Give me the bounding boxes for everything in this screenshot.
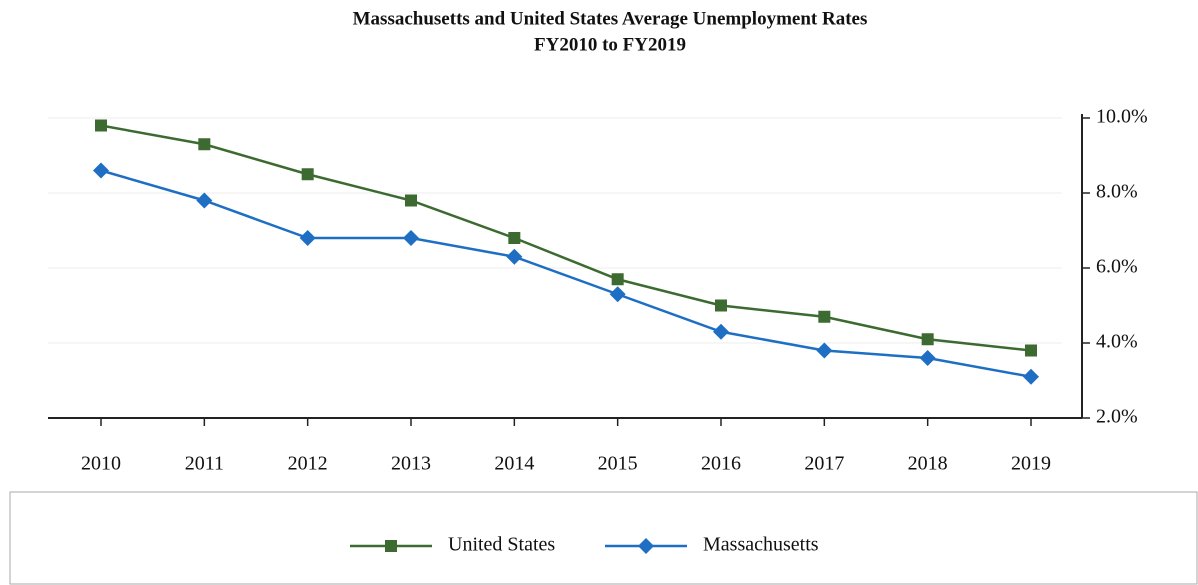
chart-title: Massachusetts and United States Average … xyxy=(353,8,868,29)
y-tick-label: 6.0% xyxy=(1096,256,1138,278)
y-tick-label: 4.0% xyxy=(1096,331,1138,353)
marker xyxy=(301,168,314,181)
x-tick-label: 2015 xyxy=(598,453,638,475)
marker xyxy=(403,230,419,246)
x-tick-label: 2012 xyxy=(288,453,328,475)
x-tick-label: 2018 xyxy=(908,453,948,475)
marker xyxy=(508,232,521,244)
marker xyxy=(816,342,833,359)
marker xyxy=(921,333,934,346)
marker xyxy=(715,299,727,312)
legend-box xyxy=(9,491,1198,585)
series-line xyxy=(100,124,1032,352)
legend-label: Massachusetts xyxy=(703,534,819,556)
marker xyxy=(818,310,831,323)
marker xyxy=(1023,368,1039,385)
marker xyxy=(1025,344,1037,357)
marker xyxy=(299,230,316,246)
x-tick-label: 2017 xyxy=(804,453,844,475)
series-line xyxy=(100,169,1032,378)
marker xyxy=(713,323,729,340)
marker xyxy=(95,119,107,132)
marker xyxy=(919,350,936,366)
x-tick-label: 2011 xyxy=(185,453,224,475)
x-tick-label: 2010 xyxy=(81,453,121,475)
legend-marker xyxy=(385,540,397,552)
marker xyxy=(609,286,626,303)
chart-subtitle: FY2010 to FY2019 xyxy=(534,34,686,55)
x-tick-label: 2016 xyxy=(701,453,741,475)
y-tick-label: 8.0% xyxy=(1096,181,1138,203)
x-tick-label: 2019 xyxy=(1011,453,1051,475)
y-tick-label: 10.0% xyxy=(1096,106,1148,128)
marker xyxy=(506,248,523,265)
legend-marker xyxy=(638,538,654,554)
x-tick-label: 2014 xyxy=(494,453,534,475)
marker xyxy=(611,273,624,286)
marker xyxy=(196,192,213,209)
marker xyxy=(198,138,211,151)
marker xyxy=(405,194,417,207)
marker xyxy=(93,162,109,179)
x-tick-label: 2013 xyxy=(391,453,431,475)
legend-label: United States xyxy=(448,534,555,556)
y-tick-label: 2.0% xyxy=(1096,406,1138,428)
